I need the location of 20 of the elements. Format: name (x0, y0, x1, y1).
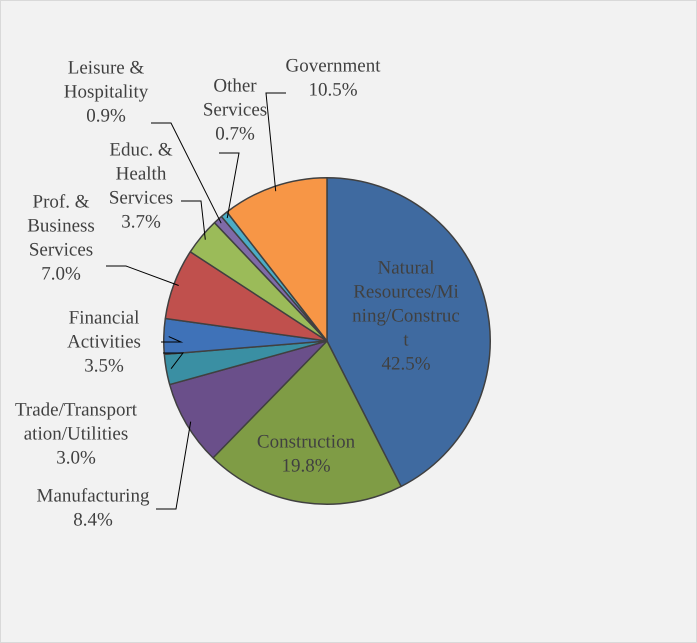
slice-label: Trade/Transportation/Utilities (14, 399, 138, 444)
data-label: 0.7% (215, 123, 255, 144)
slice-label: Leisure & Hospitality (64, 57, 149, 102)
data-label: 7.0% (41, 263, 81, 284)
data-label: 42.5% (381, 353, 431, 374)
data-label: 0.9% (86, 105, 126, 126)
slice-label: Natural Resources/Mining/Construct (352, 257, 460, 350)
slice-label: Educ. & Health Services (108, 139, 174, 208)
slice-label: Government (286, 55, 382, 76)
slice-label: Other Services (202, 75, 268, 120)
data-label: 10.5% (308, 79, 358, 100)
slice-label: Construction (256, 431, 356, 452)
data-label: 8.4% (73, 509, 113, 530)
slice-label: Manufacturing (36, 485, 150, 506)
slice-label: Prof. & Business Services (27, 191, 95, 260)
data-label: 3.0% (56, 447, 96, 468)
data-label: 19.8% (281, 455, 331, 476)
data-label: 3.7% (121, 211, 161, 232)
data-label: 3.5% (84, 355, 124, 376)
slice-label: Financial Activities (67, 307, 141, 352)
